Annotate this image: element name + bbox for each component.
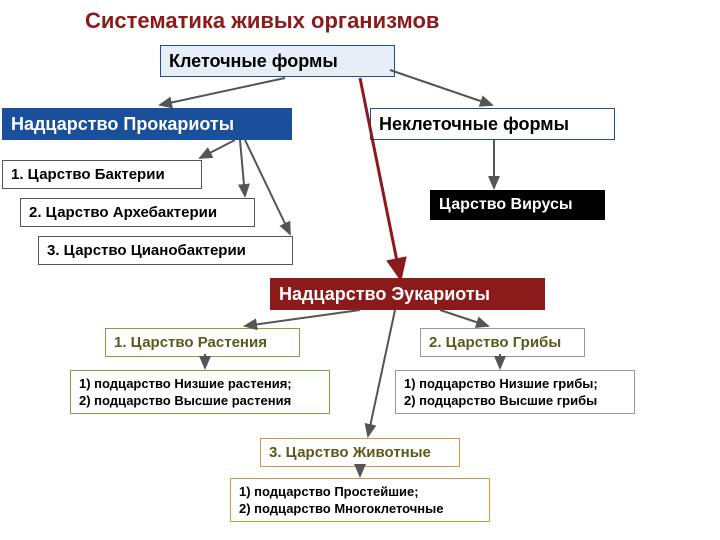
node-plants-sub: 1) подцарство Низшие растения; 2) подцар…	[70, 370, 330, 414]
fungi-sub-line2: 2) подцарство Высшие грибы	[404, 392, 626, 409]
plants-sub-line2: 2) подцарство Высшие растения	[79, 392, 321, 409]
plants-sub-line1: 1) подцарство Низшие растения;	[79, 375, 321, 392]
node-cellular-forms: Клеточные формы	[160, 45, 395, 77]
fungi-sub-line1: 1) подцарство Низшие грибы;	[404, 375, 626, 392]
animals-sub-line2: 2) подцарство Многоклеточные	[239, 500, 481, 517]
node-cyanobacteria: 3. Царство Цианобактерии	[38, 236, 293, 265]
node-animals-sub: 1) подцарство Простейшие; 2) подцарство …	[230, 478, 490, 522]
node-fungi: 2. Царство Грибы	[420, 328, 585, 357]
node-viruses: Царство Вирусы	[430, 190, 605, 220]
node-bacteria: 1. Царство Бактерии	[2, 160, 202, 189]
animals-sub-line1: 1) подцарство Простейшие;	[239, 483, 481, 500]
diagram-title: Систематика живых организмов	[85, 8, 439, 34]
node-archaebacteria: 2. Царство Архебактерии	[20, 198, 255, 227]
node-prokaryotes: Надцарство Прокариоты	[2, 108, 292, 140]
node-animals: 3. Царство Животные	[260, 438, 460, 467]
node-fungi-sub: 1) подцарство Низшие грибы; 2) подцарств…	[395, 370, 635, 414]
node-noncellular-forms: Неклеточные формы	[370, 108, 615, 140]
node-plants: 1. Царство Растения	[105, 328, 300, 357]
node-eukaryotes: Надцарство Эукариоты	[270, 278, 545, 310]
